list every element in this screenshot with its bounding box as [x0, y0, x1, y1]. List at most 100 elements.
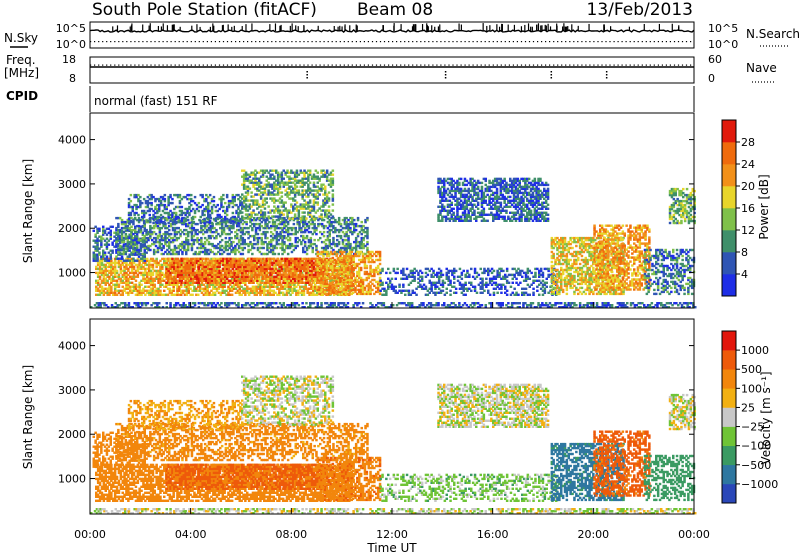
- freq-marker: [551, 77, 553, 79]
- nave-dot: [493, 65, 494, 66]
- nave-dot: [267, 65, 268, 66]
- power-cell: [338, 241, 341, 243]
- nave-dot: [175, 65, 176, 66]
- nsearch-dot: [312, 41, 313, 42]
- power-cell: [340, 235, 343, 237]
- nsearch-dot: [94, 41, 95, 42]
- nsearch-dot: [328, 41, 329, 42]
- nsearch-dot: [243, 41, 244, 42]
- nave-dot: [336, 65, 337, 66]
- power-cell: [244, 247, 247, 249]
- nsearch-dot: [541, 41, 542, 42]
- nsearch-dot: [191, 41, 192, 42]
- nave-dot: [243, 65, 244, 66]
- nsearch-dot: [577, 41, 578, 42]
- power-cell: [274, 253, 277, 255]
- power-cell: [140, 284, 143, 286]
- nsearch-dot: [690, 41, 691, 42]
- nsearch-dot: [114, 41, 115, 42]
- power-cell: [242, 253, 245, 255]
- nave-dot: [283, 65, 284, 66]
- nsearch-dot: [505, 41, 506, 42]
- nave-dot: [380, 65, 381, 66]
- nave-dot: [589, 65, 590, 66]
- nave-dot: [251, 65, 252, 66]
- nsearch-dot: [388, 41, 389, 42]
- nsearch-dot: [175, 41, 176, 42]
- nsearch-dot: [670, 41, 671, 42]
- nsearch-dot: [545, 41, 546, 42]
- power-cell: [323, 235, 326, 237]
- nave-dot: [456, 65, 457, 66]
- nsearch-dot: [98, 41, 99, 42]
- power-cell: [128, 302, 131, 304]
- power-cell: [266, 237, 269, 239]
- nave-dot: [674, 65, 675, 66]
- power-cell: [502, 302, 505, 304]
- nave-dot: [428, 65, 429, 66]
- nsearch-dot: [674, 41, 675, 42]
- nave-dot: [565, 65, 566, 66]
- nave-dot: [686, 65, 687, 66]
- freq-marker: [606, 74, 608, 76]
- nsearch-dot: [332, 41, 333, 42]
- power-cell: [532, 302, 535, 304]
- nsearch-dot: [159, 41, 160, 42]
- power-cell: [93, 230, 96, 232]
- nave-dot: [183, 65, 184, 66]
- nave-tick-top: 60: [708, 53, 722, 66]
- nave-dot: [179, 65, 180, 66]
- power-cell: [319, 237, 322, 239]
- nave-dot: [328, 65, 329, 66]
- nsearch-dot: [609, 41, 610, 42]
- nsearch-dot: [171, 41, 172, 42]
- power-cell: [289, 237, 292, 239]
- power-cell: [313, 302, 316, 304]
- nave-dot: [420, 65, 421, 66]
- nsearch-dot: [150, 41, 151, 42]
- nave-dot: [549, 65, 550, 66]
- power-cell: [575, 304, 578, 306]
- nsearch-dot: [553, 41, 554, 42]
- power-cell: [519, 302, 522, 304]
- nsearch-dot: [271, 41, 272, 42]
- nave-dot: [646, 65, 647, 66]
- nsearch-dot: [650, 41, 651, 42]
- nave-dot: [529, 65, 530, 66]
- nave-dot: [452, 65, 453, 66]
- nave-dot: [134, 65, 135, 66]
- nsearch-dot: [227, 41, 228, 42]
- nsearch-dot: [219, 41, 220, 42]
- nave-dot: [630, 65, 631, 66]
- freq-tick-bottom: 8: [69, 72, 76, 85]
- nave-dot: [299, 65, 300, 66]
- nave-dot: [279, 65, 280, 66]
- freq-marker: [445, 77, 447, 79]
- nave-dot: [642, 65, 643, 66]
- nave-dot: [142, 65, 143, 66]
- power-cell: [596, 302, 599, 304]
- nave-dot: [525, 65, 526, 66]
- nsearch-dot: [509, 41, 510, 42]
- nave-dot: [557, 65, 558, 66]
- power-cell: [422, 302, 425, 304]
- nave-dot: [392, 65, 393, 66]
- power-cell: [332, 237, 335, 239]
- nave-dot: [348, 65, 349, 66]
- nsearch-dot: [408, 41, 409, 42]
- nsearch-dot: [267, 41, 268, 42]
- nave-dot: [537, 65, 538, 66]
- nave-dot: [90, 65, 91, 66]
- power-cell: [313, 282, 316, 284]
- nave-dot: [609, 65, 610, 66]
- nave-dot: [690, 65, 691, 66]
- power-cell: [158, 302, 161, 304]
- power-cell: [329, 239, 332, 241]
- power-cell: [159, 290, 162, 292]
- nave-dot: [110, 65, 111, 66]
- nave-dot: [416, 65, 417, 66]
- nsearch-dot: [654, 41, 655, 42]
- freq-marker: [306, 71, 308, 73]
- nave-dot: [436, 65, 437, 66]
